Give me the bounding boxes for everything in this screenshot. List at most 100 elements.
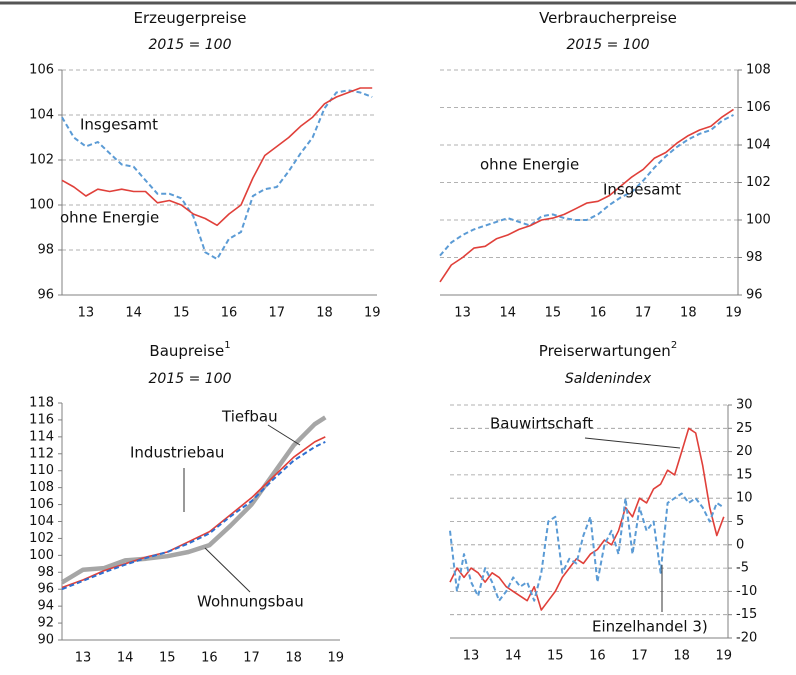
y-tick-label: 100	[29, 548, 54, 563]
leader-line	[267, 424, 301, 446]
x-tick-label: 18	[285, 651, 302, 666]
series-line	[61, 89, 373, 260]
x-tick-label: 15	[159, 651, 176, 666]
series-label: Wohnungsbau	[197, 593, 304, 611]
y-tick-label: 98	[746, 250, 763, 265]
x-tick-label: 15	[173, 306, 190, 321]
y-tick-label: -5	[736, 561, 749, 576]
x-tick-label: 19	[725, 306, 742, 321]
x-tick-label: 16	[201, 651, 218, 666]
y-tick-label: 114	[29, 429, 54, 444]
chart-title: Baupreise1	[149, 340, 230, 360]
title-text: Preiserwartungen	[539, 342, 671, 360]
leader-line	[584, 437, 681, 449]
y-tick-label: 96	[746, 288, 763, 303]
y-tick-label: 94	[37, 599, 54, 614]
x-tick-label: 14	[505, 649, 522, 664]
y-tick-label: 106	[29, 63, 54, 78]
y-tick-label: 30	[736, 398, 753, 413]
y-tick-label: 102	[746, 175, 771, 190]
y-tick-label: 102	[29, 531, 54, 546]
y-tick-label: 104	[29, 108, 54, 123]
y-tick-label: 100	[29, 198, 54, 213]
title-text: Baupreise	[149, 342, 224, 360]
y-tick-label: 112	[29, 446, 54, 461]
series-label: ohne Energie	[480, 156, 579, 174]
x-tick-label: 19	[328, 651, 345, 666]
x-tick-label: 15	[545, 306, 562, 321]
y-tick-label: -10	[736, 584, 757, 599]
y-tick-label: 102	[29, 153, 54, 168]
y-tick-label: 108	[29, 480, 54, 495]
series-line	[61, 436, 326, 589]
x-tick-label: 13	[75, 651, 92, 666]
x-tick-label: 19	[716, 649, 733, 664]
y-tick-label: 92	[37, 616, 54, 631]
series-line	[61, 440, 326, 591]
series-line	[439, 108, 734, 283]
series-label: Industriebau	[130, 444, 224, 462]
y-tick-label: 104	[29, 514, 54, 529]
x-tick-label: 13	[454, 306, 471, 321]
series-line	[60, 415, 327, 585]
series-line	[61, 87, 373, 227]
x-tick-label: 16	[589, 649, 606, 664]
x-tick-label: 16	[221, 306, 238, 321]
y-tick-label: 116	[29, 412, 54, 427]
series-label: Bauwirtschaft	[490, 415, 593, 433]
x-tick-label: 18	[316, 306, 333, 321]
y-tick-label: 90	[37, 633, 54, 648]
x-tick-label: 16	[590, 306, 607, 321]
y-tick-label: 110	[29, 463, 54, 478]
y-tick-label: 15	[736, 467, 753, 482]
leader-line	[204, 547, 251, 593]
y-tick-label: 118	[29, 396, 54, 411]
chart-title: Preiserwartungen2	[539, 340, 677, 360]
series-line	[439, 114, 734, 257]
x-tick-label: 19	[364, 306, 381, 321]
x-tick-label: 13	[78, 306, 95, 321]
chart-subtitle: 2015 = 100	[149, 371, 232, 387]
y-tick-label: 0	[736, 537, 744, 552]
title-text: Erzeugerpreise	[134, 9, 247, 27]
y-tick-label: 20	[736, 444, 753, 459]
series-label: Einzelhandel 3)	[592, 618, 708, 636]
title-text: Verbraucherpreise	[539, 9, 677, 27]
y-tick-label: 108	[746, 63, 771, 78]
x-tick-label: 17	[243, 651, 260, 666]
series-label: Insgesamt	[80, 116, 158, 134]
x-tick-label: 14	[117, 651, 134, 666]
x-tick-label: 18	[680, 306, 697, 321]
y-tick-label: 104	[746, 138, 771, 153]
series-label: ohne Energie	[60, 209, 159, 227]
x-tick-label: 18	[673, 649, 690, 664]
chart-subtitle: 2015 = 100	[567, 37, 650, 53]
x-tick-label: 13	[463, 649, 480, 664]
y-tick-label: -15	[736, 607, 757, 622]
chart-subtitle: Saldenindex	[565, 371, 652, 387]
title-footnote: 2	[671, 340, 677, 351]
title-footnote: 1	[224, 340, 230, 351]
y-tick-label: 98	[37, 565, 54, 580]
x-tick-label: 17	[268, 306, 285, 321]
y-tick-label: 106	[29, 497, 54, 512]
series-label: Insgesamt	[603, 181, 681, 199]
series-line	[449, 492, 725, 602]
y-tick-label: 98	[37, 243, 54, 258]
y-tick-label: -20	[736, 631, 757, 646]
chart-subtitle: 2015 = 100	[149, 37, 232, 53]
y-tick-label: 106	[746, 100, 771, 115]
y-tick-label: 96	[37, 582, 54, 597]
x-tick-label: 15	[547, 649, 564, 664]
x-tick-label: 17	[635, 306, 652, 321]
x-tick-label: 14	[125, 306, 142, 321]
y-tick-label: 100	[746, 213, 771, 228]
series-line	[449, 427, 725, 611]
y-tick-label: 10	[736, 491, 753, 506]
x-tick-label: 17	[631, 649, 648, 664]
x-tick-label: 14	[499, 306, 516, 321]
chart-title: Erzeugerpreise	[134, 9, 247, 27]
y-tick-label: 96	[37, 288, 54, 303]
series-label: Tiefbau	[221, 408, 278, 426]
